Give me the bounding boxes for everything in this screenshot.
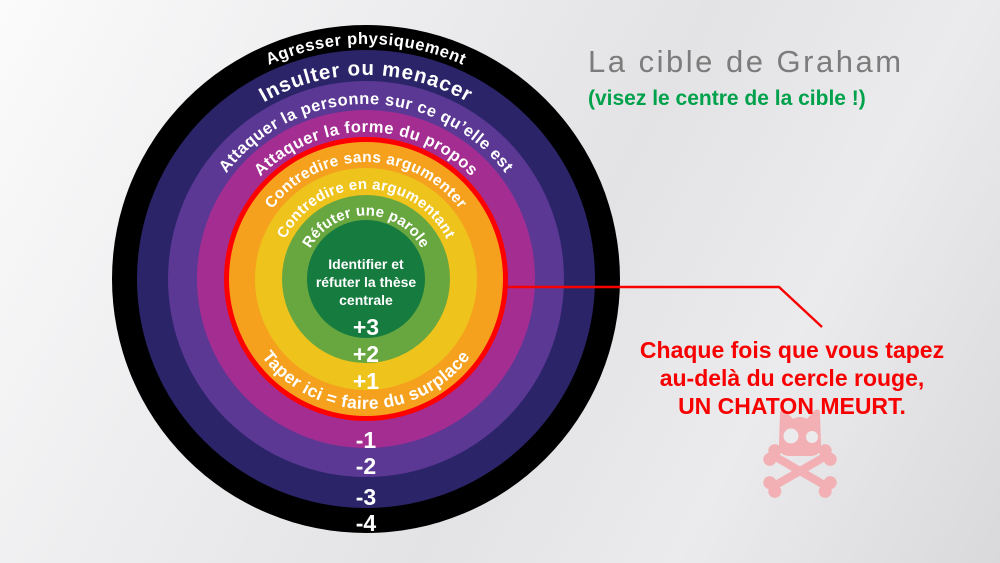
cat-eye-right bbox=[806, 431, 818, 443]
score-plus1: +1 bbox=[353, 368, 379, 394]
cat-skull-bones bbox=[763, 409, 837, 498]
kitten-warning: Chaque fois que vous tapez au-delà du ce… bbox=[612, 336, 972, 420]
score-plus3: +3 bbox=[353, 314, 379, 340]
center-label-line3: centrale bbox=[339, 292, 393, 308]
warning-line1: Chaque fois que vous tapez bbox=[639, 337, 945, 363]
bone-right bbox=[763, 444, 837, 498]
bullseye-center bbox=[307, 220, 425, 338]
score-minus2: -2 bbox=[356, 453, 376, 479]
warning-line3: UN CHATON MEURT. bbox=[678, 393, 906, 420]
page-title: La cible de Graham bbox=[588, 44, 904, 79]
score-minus3: -3 bbox=[356, 484, 376, 510]
score-minus1: -1 bbox=[356, 427, 377, 453]
cat-head bbox=[778, 409, 822, 456]
score-minus4: -4 bbox=[356, 510, 377, 536]
connector-line bbox=[504, 285, 823, 328]
page-subtitle: (visez le centre de la cible !) bbox=[588, 87, 866, 110]
center-label-line1: Identifier et bbox=[328, 256, 404, 272]
cat-skull-crossbones-icon bbox=[763, 409, 837, 498]
cat-eye-left bbox=[783, 428, 799, 444]
center-label-line2: réfuter la thèse bbox=[316, 274, 417, 290]
header: La cible de Graham (visez le centre de l… bbox=[588, 44, 988, 111]
score-plus2: +2 bbox=[353, 341, 379, 367]
warning-line2: au-delà du cercle rouge, bbox=[659, 365, 925, 392]
